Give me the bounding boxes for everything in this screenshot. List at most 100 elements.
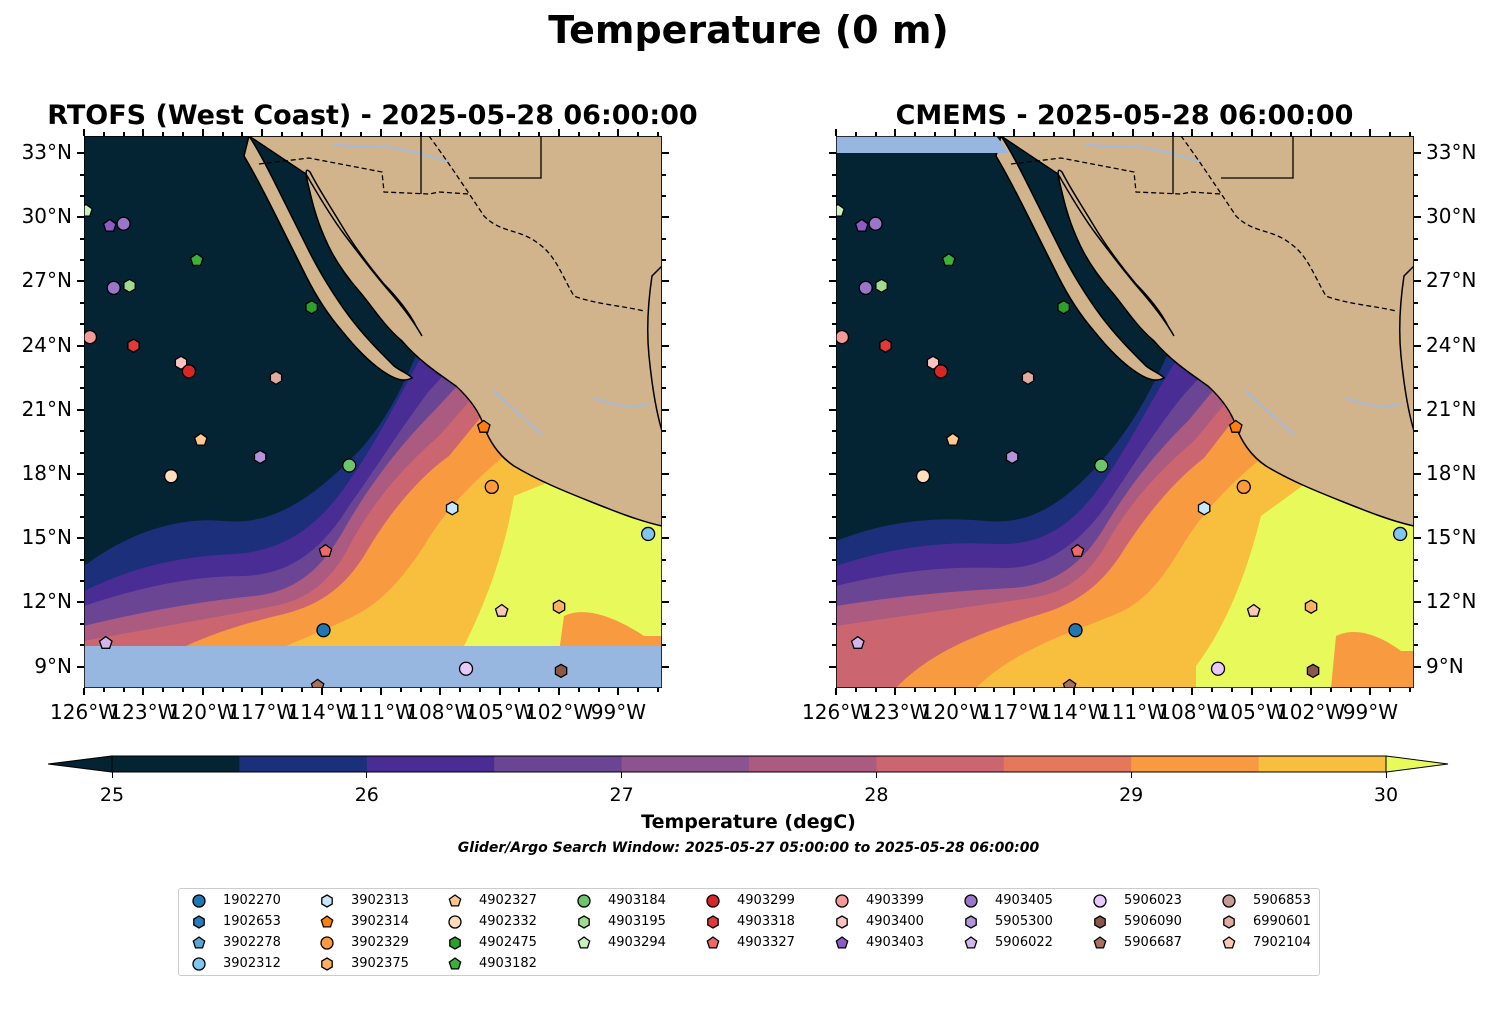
rtofs-panel-title: RTOFS (West Coast) - 2025-05-28 06:00:00 <box>47 100 698 131</box>
tick-mark <box>142 688 145 695</box>
float-marker-4903399[interactable] <box>836 329 850 345</box>
lon-tick-label: 120°W <box>920 700 989 724</box>
tick-mark <box>261 129 264 136</box>
rtofs-map[interactable] <box>84 136 662 688</box>
legend-label: 4903403 <box>866 935 924 950</box>
float-marker-4903405[interactable] <box>116 216 131 231</box>
lat-tick-label: 24°N <box>1426 332 1477 357</box>
float-marker-4903182[interactable] <box>189 252 204 267</box>
legend-label: 4903327 <box>737 935 795 950</box>
float-marker-4903405[interactable] <box>106 280 121 296</box>
float-markers[interactable] <box>84 203 656 688</box>
cmems-map[interactable] <box>836 136 1414 688</box>
float-marker-4903184[interactable] <box>1094 458 1109 473</box>
colorbar-tick-label: 30 <box>1373 784 1399 806</box>
float-marker-4903400[interactable] <box>926 355 940 371</box>
tick-mark <box>662 216 669 219</box>
tick-mark <box>1131 129 1134 136</box>
us-state-lines <box>420 136 542 194</box>
tick-mark <box>1414 173 1418 176</box>
float-marker-4903403[interactable] <box>854 218 869 232</box>
legend-label: 5906090 <box>1124 914 1182 929</box>
float-marker-4903195[interactable] <box>875 278 888 294</box>
tick-mark <box>1414 494 1418 497</box>
float-marker-4903299[interactable] <box>933 364 949 379</box>
float-marker-4902332[interactable] <box>163 469 179 484</box>
float-marker-4902332[interactable] <box>915 469 931 484</box>
tick-mark <box>80 173 84 176</box>
float-marker-3902312[interactable] <box>1392 526 1408 542</box>
tick-mark <box>1171 688 1174 692</box>
float-marker-5906023[interactable] <box>1210 661 1226 676</box>
legend-label: 3902312 <box>223 956 281 971</box>
float-marker-5906090[interactable] <box>554 663 568 679</box>
float-marker-6990601[interactable] <box>269 370 283 386</box>
hexagon-marker-icon <box>578 915 590 929</box>
tick-mark <box>83 688 85 695</box>
float-marker-3902313[interactable] <box>1197 501 1211 516</box>
circle-marker-icon <box>1093 894 1107 908</box>
float-marker-4903405[interactable] <box>858 280 873 296</box>
tick-mark <box>1052 688 1055 692</box>
float-marker-3902314[interactable] <box>476 419 491 433</box>
colorbar-tick-mark <box>1385 772 1387 778</box>
float-marker-4902327[interactable] <box>193 432 208 446</box>
tick-mark <box>80 644 84 647</box>
float-marker-4903294[interactable] <box>836 203 845 217</box>
hexagon-marker-icon <box>321 894 333 908</box>
float-marker-3902375[interactable] <box>1304 599 1318 614</box>
lat-tick-label: 33°N <box>21 140 72 165</box>
float-markers[interactable] <box>836 203 1408 688</box>
legend-label: 4902332 <box>479 914 537 929</box>
float-marker-4903327[interactable] <box>1070 543 1085 557</box>
float-marker-5906687[interactable] <box>310 678 325 688</box>
tick-mark <box>80 237 84 240</box>
float-marker-4902475[interactable] <box>305 299 318 315</box>
tick-mark <box>80 194 84 197</box>
float-marker-4903184[interactable] <box>342 458 357 473</box>
float-marker-4902475[interactable] <box>1057 299 1070 315</box>
land-mexico <box>999 136 1414 527</box>
float-marker-5906023[interactable] <box>458 661 474 676</box>
float-marker-4902327[interactable] <box>945 432 960 446</box>
tick-mark <box>914 132 917 136</box>
float-marker-3902313[interactable] <box>445 501 459 516</box>
float-marker-5906687[interactable] <box>1062 678 1077 688</box>
float-marker-4903318[interactable] <box>879 338 892 353</box>
float-marker-5905300[interactable] <box>1005 449 1019 465</box>
float-marker-7902104[interactable] <box>1246 603 1261 617</box>
float-marker-4903195[interactable] <box>123 278 136 294</box>
float-marker-3902329[interactable] <box>1236 479 1251 495</box>
float-marker-5906090[interactable] <box>1306 663 1320 679</box>
float-marker-4903405[interactable] <box>868 216 883 231</box>
legend-label: 3902278 <box>223 935 281 950</box>
float-marker-3902329[interactable] <box>484 479 499 495</box>
float-marker-4903299[interactable] <box>181 364 197 379</box>
lat-tick-label: 27°N <box>21 268 72 293</box>
float-marker-4903400[interactable] <box>174 355 188 371</box>
lat-tick-label: 12°N <box>21 589 72 614</box>
float-marker-4903327[interactable] <box>318 543 333 557</box>
float-marker-4903294[interactable] <box>84 203 93 217</box>
float-marker-3902314[interactable] <box>1228 419 1243 433</box>
float-marker-6990601[interactable] <box>1021 370 1035 386</box>
tick-mark <box>1349 688 1352 692</box>
lat-tick-label: 15°N <box>21 525 72 550</box>
float-marker-4903403[interactable] <box>102 218 117 232</box>
land-baja <box>243 136 414 381</box>
float-marker-1902270[interactable] <box>316 623 331 638</box>
float-marker-5906022[interactable] <box>98 635 113 649</box>
circle-marker-icon <box>835 894 849 908</box>
float-marker-4903318[interactable] <box>127 338 140 353</box>
tick-mark <box>1409 688 1412 692</box>
legend-label: 4903299 <box>737 893 795 908</box>
float-marker-1902270[interactable] <box>1068 623 1083 638</box>
float-marker-3902312[interactable] <box>640 526 656 542</box>
float-marker-5906022[interactable] <box>850 635 865 649</box>
float-marker-4903399[interactable] <box>84 329 98 345</box>
float-marker-5905300[interactable] <box>253 449 267 465</box>
tick-mark <box>1270 132 1273 136</box>
float-marker-3902375[interactable] <box>552 599 566 614</box>
float-marker-7902104[interactable] <box>494 603 509 617</box>
float-marker-4903182[interactable] <box>941 252 956 267</box>
